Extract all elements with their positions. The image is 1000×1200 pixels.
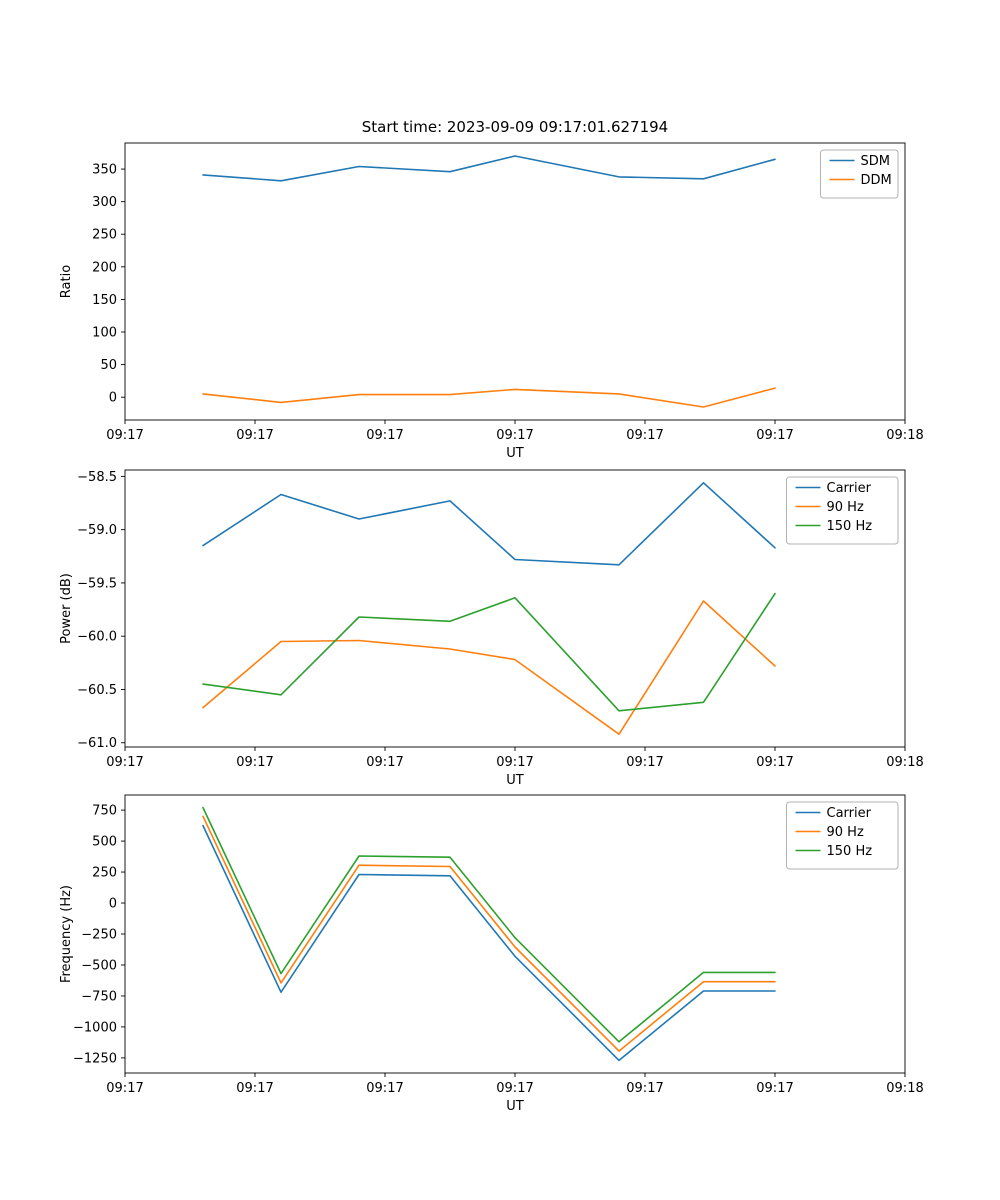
- x-tick-label: 09:17: [236, 755, 273, 770]
- y-tick-label: −750: [81, 989, 117, 1004]
- y-tick-label: −61.0: [77, 736, 117, 751]
- frequency-chart: −1250 −1000 −750 −500 −250 0 250 500 750 09:17 09:…: [59, 794, 924, 1114]
- y-tick-label: −60.0: [77, 630, 117, 645]
- y-tick-label: 500: [92, 835, 117, 850]
- x-tick-label: 09:18: [886, 755, 923, 770]
- x-tick-label: 09:17: [106, 1081, 143, 1096]
- y-axis-label: Power (dB): [59, 573, 74, 644]
- x-tick-label: 09:17: [106, 428, 143, 443]
- y-tick-label: −1000: [73, 1020, 117, 1035]
- x-tick-label: 09:17: [756, 1081, 793, 1096]
- legend-label-sdm: SDM: [861, 154, 890, 169]
- y-tick-label: 750: [92, 804, 117, 819]
- y-tick-label: −1250: [73, 1051, 117, 1066]
- y-tick-label: −250: [81, 928, 117, 943]
- y-tick-label: 350: [92, 163, 117, 178]
- x-tick-label: 09:17: [626, 755, 663, 770]
- y-tick-label: 50: [100, 358, 117, 373]
- y-tick-label: 150: [92, 293, 117, 308]
- y-tick-label: −59.5: [77, 576, 117, 591]
- legend-label-90-hz: 90 Hz: [827, 825, 864, 840]
- plot-border: [124, 142, 906, 421]
- series-line-carrier: [202, 824, 776, 1062]
- y-tick-label: −59.0: [77, 523, 117, 538]
- x-axis-label: UT: [506, 773, 524, 788]
- legend-box: [786, 476, 899, 545]
- x-tick-label: 09:17: [496, 755, 533, 770]
- x-tick-label: 09:17: [106, 755, 143, 770]
- x-tick-label: 09:17: [366, 428, 403, 443]
- y-axis-label: Ratio: [59, 265, 74, 298]
- x-tick-label: 09:17: [496, 1081, 533, 1096]
- x-tick-label: 09:18: [886, 1081, 923, 1096]
- series-line-90-hz: [202, 815, 776, 1052]
- legend-label-ddm: DDM: [861, 173, 892, 188]
- x-tick-label: 09:17: [756, 755, 793, 770]
- x-tick-label: 09:17: [496, 428, 533, 443]
- y-tick-label: 200: [92, 260, 117, 275]
- x-tick-label: 09:17: [756, 428, 793, 443]
- y-axis-label: Frequency (Hz): [59, 885, 74, 983]
- series-line-150-hz: [202, 806, 776, 1043]
- legend: SDM DDM: [820, 149, 899, 199]
- ratio-chart: 0 50 100 150 200 250 300 350 09:17 09:17 09:17 09:1…: [59, 142, 924, 461]
- y-tick-label: −500: [81, 958, 117, 973]
- series-line-150-hz: [202, 592, 776, 712]
- x-tick-label: 09:17: [626, 1081, 663, 1096]
- legend-box: [820, 149, 899, 199]
- y-tick-label: −58.5: [77, 470, 117, 485]
- legend-label-90-hz: 90 Hz: [827, 500, 864, 515]
- legend: Carrier 90 Hz 150 Hz: [786, 801, 899, 870]
- series-line-carrier: [202, 481, 776, 566]
- y-tick-label: 0: [109, 391, 117, 406]
- x-tick-label: 09:17: [366, 1081, 403, 1096]
- legend-label-150-hz: 150 Hz: [827, 844, 873, 859]
- series-line-90-hz: [202, 600, 776, 736]
- legend-label-carrier: Carrier: [827, 481, 872, 496]
- y-tick-label: 250: [92, 866, 117, 881]
- y-tick-label: 250: [92, 228, 117, 243]
- legend-label-carrier: Carrier: [827, 806, 872, 821]
- x-tick-label: 09:18: [886, 428, 923, 443]
- series-line-sdm: [202, 155, 776, 182]
- x-tick-label: 09:17: [626, 428, 663, 443]
- y-tick-label: 0: [109, 897, 117, 912]
- x-tick-label: 09:17: [366, 755, 403, 770]
- x-axis-label: UT: [506, 446, 524, 461]
- x-axis-label: UT: [506, 1099, 524, 1114]
- x-tick-label: 09:17: [236, 428, 273, 443]
- series-line-ddm: [202, 387, 776, 408]
- y-tick-label: 300: [92, 195, 117, 210]
- legend-label-150-hz: 150 Hz: [827, 519, 873, 534]
- y-tick-label: −60.5: [77, 683, 117, 698]
- y-tick-label: 100: [92, 326, 117, 341]
- legend-box: [786, 801, 899, 870]
- power-chart: −61.0 −60.5 −60.0 −59.5 −59.0 −58.5 09:17 09:17…: [59, 469, 924, 788]
- x-tick-label: 09:17: [236, 1081, 273, 1096]
- figure-title: Start time: 2023-09-09 09:17:01.627194: [361, 118, 669, 136]
- legend: Carrier 90 Hz 150 Hz: [786, 476, 899, 545]
